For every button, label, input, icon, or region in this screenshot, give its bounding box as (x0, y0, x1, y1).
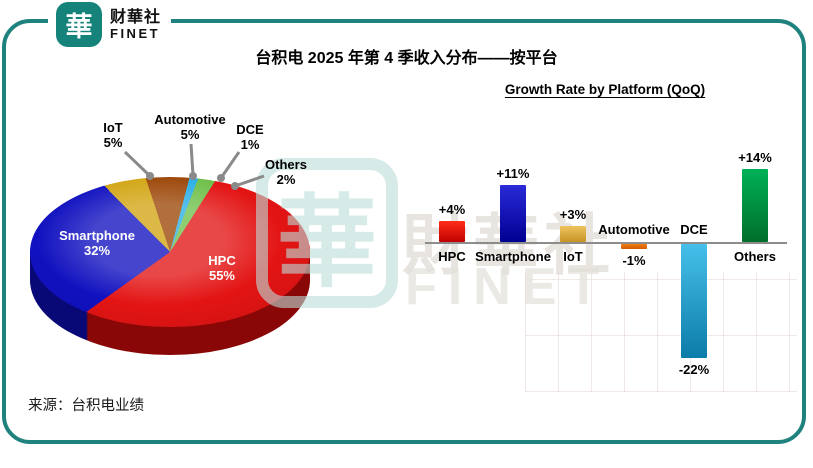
bar-category-iot: IoT (563, 249, 583, 264)
bar-automotive (621, 244, 647, 250)
finet-logo-name-en: FINET (110, 25, 161, 41)
pie-chart-revenue-by-platform (30, 176, 310, 356)
bar-category-dce: DCE (680, 222, 708, 237)
bar-value-automotive: -1% (622, 253, 646, 269)
bar-category-smartphone: Smartphone (475, 249, 551, 264)
bar-smartphone (500, 184, 526, 242)
pie-gloss-overlay (30, 176, 310, 328)
bar-chart-title: Growth Rate by Platform (QoQ) (504, 82, 706, 97)
bar-category-automotive: Automotive (598, 222, 670, 237)
bar-value-dce: -22% (678, 362, 710, 378)
source-note: 来源：台积电业绩 (28, 398, 144, 414)
bar-hpc (439, 221, 465, 242)
bar-value-others: +14% (738, 150, 772, 166)
finet-logo: 華 财華社 FINET (48, 0, 172, 49)
bar-others (742, 169, 768, 242)
finet-logo-text: 财華社 FINET (110, 9, 161, 41)
bar-category-others: Others (734, 249, 776, 264)
bar-dce (681, 244, 707, 359)
page-title: 台积电 2025 年第 4 季收入分布——按平台 (255, 50, 558, 67)
bar-category-hpc: HPC (438, 249, 466, 264)
bar-value-iot: +3% (559, 207, 587, 223)
bar-chart-growth-rate: Growth Rate by Platform (QoQ) +4% HPC +1… (425, 80, 793, 392)
decorative-border-frame (2, 19, 806, 444)
zero-axis-line (425, 242, 787, 244)
bar-iot (560, 226, 586, 242)
finet-logo-badge-icon: 華 (56, 2, 102, 47)
bar-value-hpc: +4% (438, 202, 466, 218)
finet-logo-name-zh: 财華社 (110, 8, 162, 26)
watermark-grid (525, 272, 797, 392)
bar-value-smartphone: +11% (496, 165, 530, 181)
